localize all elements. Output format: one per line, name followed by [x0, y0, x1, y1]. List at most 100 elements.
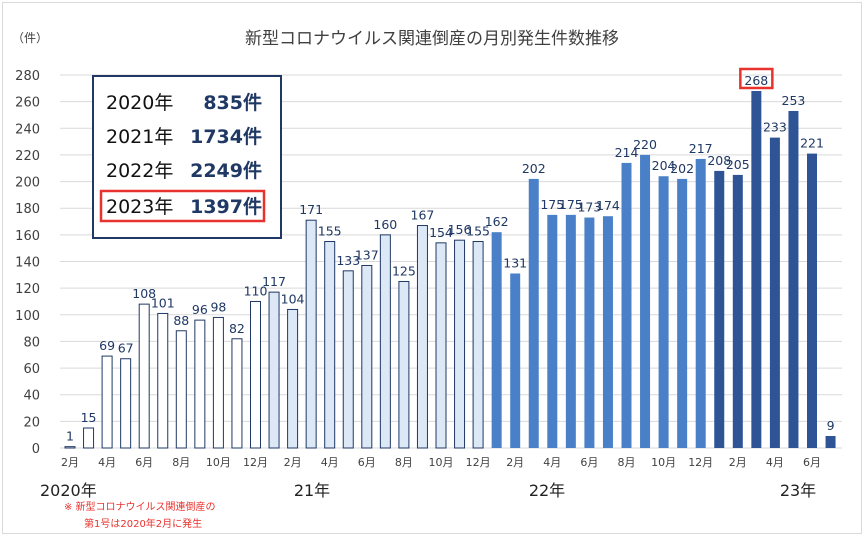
- x-tick-label: 10月: [651, 456, 676, 469]
- y-tick-label: 100: [15, 309, 40, 324]
- x-tick-label: 10月: [206, 456, 231, 469]
- x-tick-label: 8月: [395, 456, 413, 469]
- x-tick-label: 12月: [688, 456, 713, 469]
- bar: [83, 427, 95, 449]
- data-label: 205: [726, 157, 750, 172]
- bar: [138, 303, 150, 449]
- data-label: 174: [596, 198, 620, 213]
- bar: [212, 316, 224, 449]
- data-label: 96: [192, 302, 208, 317]
- data-label: 160: [373, 217, 397, 232]
- x-tick-label: 8月: [618, 456, 636, 469]
- summary-year: 2023年: [106, 196, 173, 218]
- bar: [194, 319, 206, 449]
- data-label: 167: [411, 208, 435, 223]
- bar: [64, 446, 76, 449]
- year-label: 2020年: [40, 481, 97, 500]
- bar: [435, 242, 447, 449]
- bar: [695, 158, 706, 449]
- bar: [231, 338, 243, 449]
- bar: [287, 308, 299, 449]
- y-tick-label: 280: [15, 69, 40, 84]
- data-label: 110: [244, 283, 268, 298]
- x-tick-label: 8月: [172, 456, 190, 469]
- summary-count: 2249件: [190, 159, 262, 182]
- chart-title: 新型コロナウイルス関連倒産の月別発生件数推移: [245, 29, 619, 49]
- summary-count: 1734件: [190, 125, 262, 148]
- bar: [491, 232, 502, 448]
- y-axis-unit: （件）: [12, 31, 48, 45]
- bar: [528, 178, 539, 448]
- data-label: 208: [707, 153, 731, 168]
- y-tick-label: 60: [23, 362, 40, 377]
- bar: [361, 264, 373, 449]
- data-label: 253: [782, 93, 806, 108]
- x-tick-label: 2月: [729, 456, 747, 469]
- y-axis-ticks: 0 20 40 60 80 100 120 140 160 180 200 220 240 260 280: [15, 69, 40, 457]
- x-tick-label: 4月: [766, 456, 784, 469]
- x-tick-label: 10月: [429, 456, 454, 469]
- data-label: 1: [66, 429, 74, 444]
- bar: [175, 330, 187, 449]
- annual-summary-box: 2020年 835件 2021年 1734件 2022年 2249件 2023年 1397件: [92, 75, 282, 239]
- x-axis-ticks: 2月 4月 6月 8月 10月 12月 2月 4月 6月 8月 10月 12月 2月 4月 6月 8月 10月 1…: [61, 456, 821, 469]
- data-label: 9: [827, 418, 835, 433]
- data-label: 233: [763, 120, 787, 135]
- data-label: 268: [744, 73, 768, 88]
- data-label: 202: [670, 161, 694, 176]
- data-label: 173: [577, 200, 601, 215]
- bar: [342, 270, 354, 449]
- data-label: 214: [615, 145, 639, 160]
- bar: [565, 214, 576, 448]
- summary-highlight-box: [99, 189, 266, 223]
- data-label: 137: [355, 247, 379, 262]
- bar: [714, 170, 725, 448]
- x-tick-label: 6月: [358, 456, 376, 469]
- data-label: 220: [633, 137, 657, 152]
- bar: [547, 214, 558, 448]
- bar: [305, 219, 317, 449]
- data-label: 108: [132, 286, 156, 301]
- data-label: 67: [118, 341, 134, 356]
- x-tick-label: 4月: [98, 456, 116, 469]
- data-label: 154: [429, 225, 453, 240]
- bar: [788, 110, 799, 448]
- x-tick-label: 4月: [321, 456, 339, 469]
- x-tick-label: 2月: [506, 456, 524, 469]
- data-label: 133: [336, 253, 360, 268]
- bar: [101, 355, 113, 449]
- data-label: 88: [173, 313, 189, 328]
- x-tick-label: 2月: [61, 456, 79, 469]
- x-tick-label: 2月: [284, 456, 302, 469]
- summary-year: 2021年: [106, 126, 173, 148]
- y-tick-label: 220: [15, 149, 40, 164]
- data-label: 202: [522, 161, 546, 176]
- bar: [751, 90, 762, 448]
- data-label: 15: [81, 410, 97, 425]
- summary-count: 1397件: [190, 195, 262, 218]
- data-label: 125: [392, 263, 416, 278]
- y-tick-label: 160: [15, 229, 40, 244]
- bar: [769, 137, 780, 448]
- bar: [250, 300, 261, 449]
- year-label: 22年: [529, 481, 565, 500]
- bar: [825, 436, 836, 448]
- year-labels: 2020年 21年 22年 23年: [40, 481, 816, 500]
- highlight-box: [739, 67, 774, 90]
- y-tick-label: 120: [15, 282, 40, 297]
- bar: [602, 216, 613, 448]
- x-tick-label: 12月: [243, 456, 268, 469]
- data-label: 104: [281, 291, 305, 306]
- data-label: 69: [99, 338, 115, 353]
- y-tick-label: 180: [15, 202, 40, 217]
- data-label: 221: [800, 136, 824, 151]
- y-tick-label: 20: [23, 415, 40, 430]
- data-label: 82: [229, 321, 245, 336]
- bar: [658, 176, 669, 448]
- data-label: 98: [210, 299, 226, 314]
- y-tick-label: 80: [23, 335, 40, 350]
- footnote-line: 第1号は2020年2月に発生: [84, 517, 202, 530]
